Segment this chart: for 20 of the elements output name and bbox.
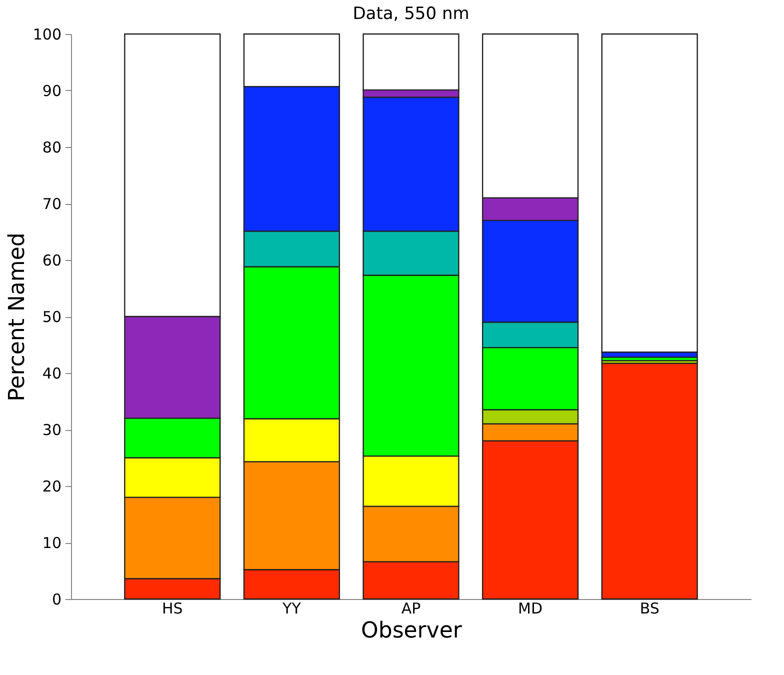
x-tick-label: MD <box>518 600 543 618</box>
y-tick-label: 40 <box>42 364 62 382</box>
x-tick-label: YY <box>282 600 302 618</box>
x-tick-label: HS <box>162 600 183 618</box>
y-tick-label: 100 <box>32 26 62 44</box>
x-tick-label: BS <box>640 600 660 618</box>
y-tick-label: 30 <box>42 421 62 439</box>
y-tick-label: 60 <box>42 252 62 270</box>
y-tick-label: 70 <box>42 195 62 213</box>
bar <box>601 362 698 600</box>
y-tick-label: 20 <box>42 478 62 496</box>
y-tick-label: 90 <box>42 82 62 100</box>
y-axis-title: Percent Named <box>4 232 30 402</box>
y-tick-label: 50 <box>42 308 62 326</box>
x-tick-label: AP <box>401 600 421 618</box>
y-tick-label: 10 <box>42 534 62 552</box>
y-tick-label: 80 <box>42 138 62 156</box>
y-tick-label: 0 <box>52 590 62 608</box>
x-axis-title: Observer <box>361 618 463 644</box>
chart-title: Data, 550 nm <box>352 4 470 24</box>
